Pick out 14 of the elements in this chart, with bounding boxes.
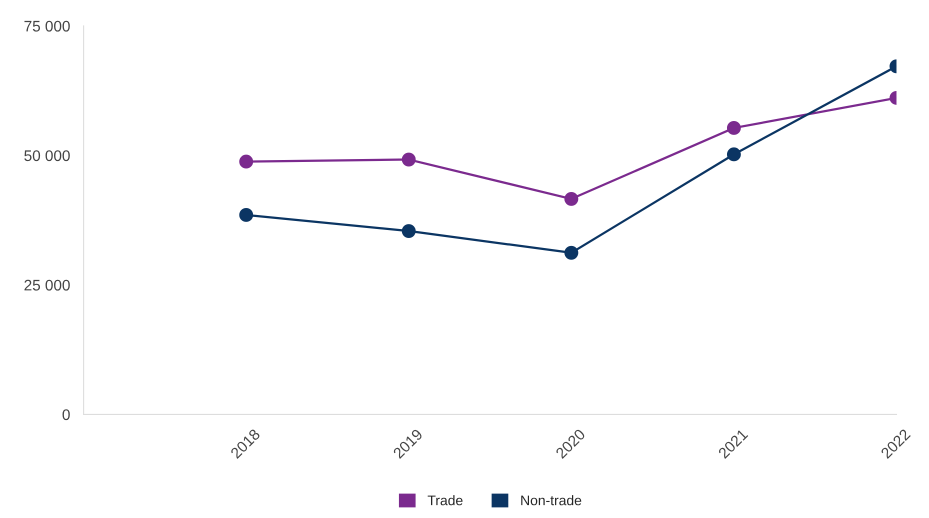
point: [239, 208, 254, 222]
point: [564, 192, 578, 206]
y-tick-label: 75 000: [24, 20, 70, 32]
legend-label: Trade: [428, 495, 463, 506]
point: [726, 147, 741, 162]
point: [239, 154, 254, 169]
legend-label: Non-trade: [521, 495, 582, 506]
point: [564, 246, 578, 260]
point: [726, 121, 741, 135]
point: [402, 224, 416, 238]
y-tick-label: 0: [62, 409, 70, 420]
y-tick-label: 50 000: [24, 150, 70, 162]
point: [402, 152, 416, 166]
y-tick-label: 25 000: [24, 280, 70, 291]
